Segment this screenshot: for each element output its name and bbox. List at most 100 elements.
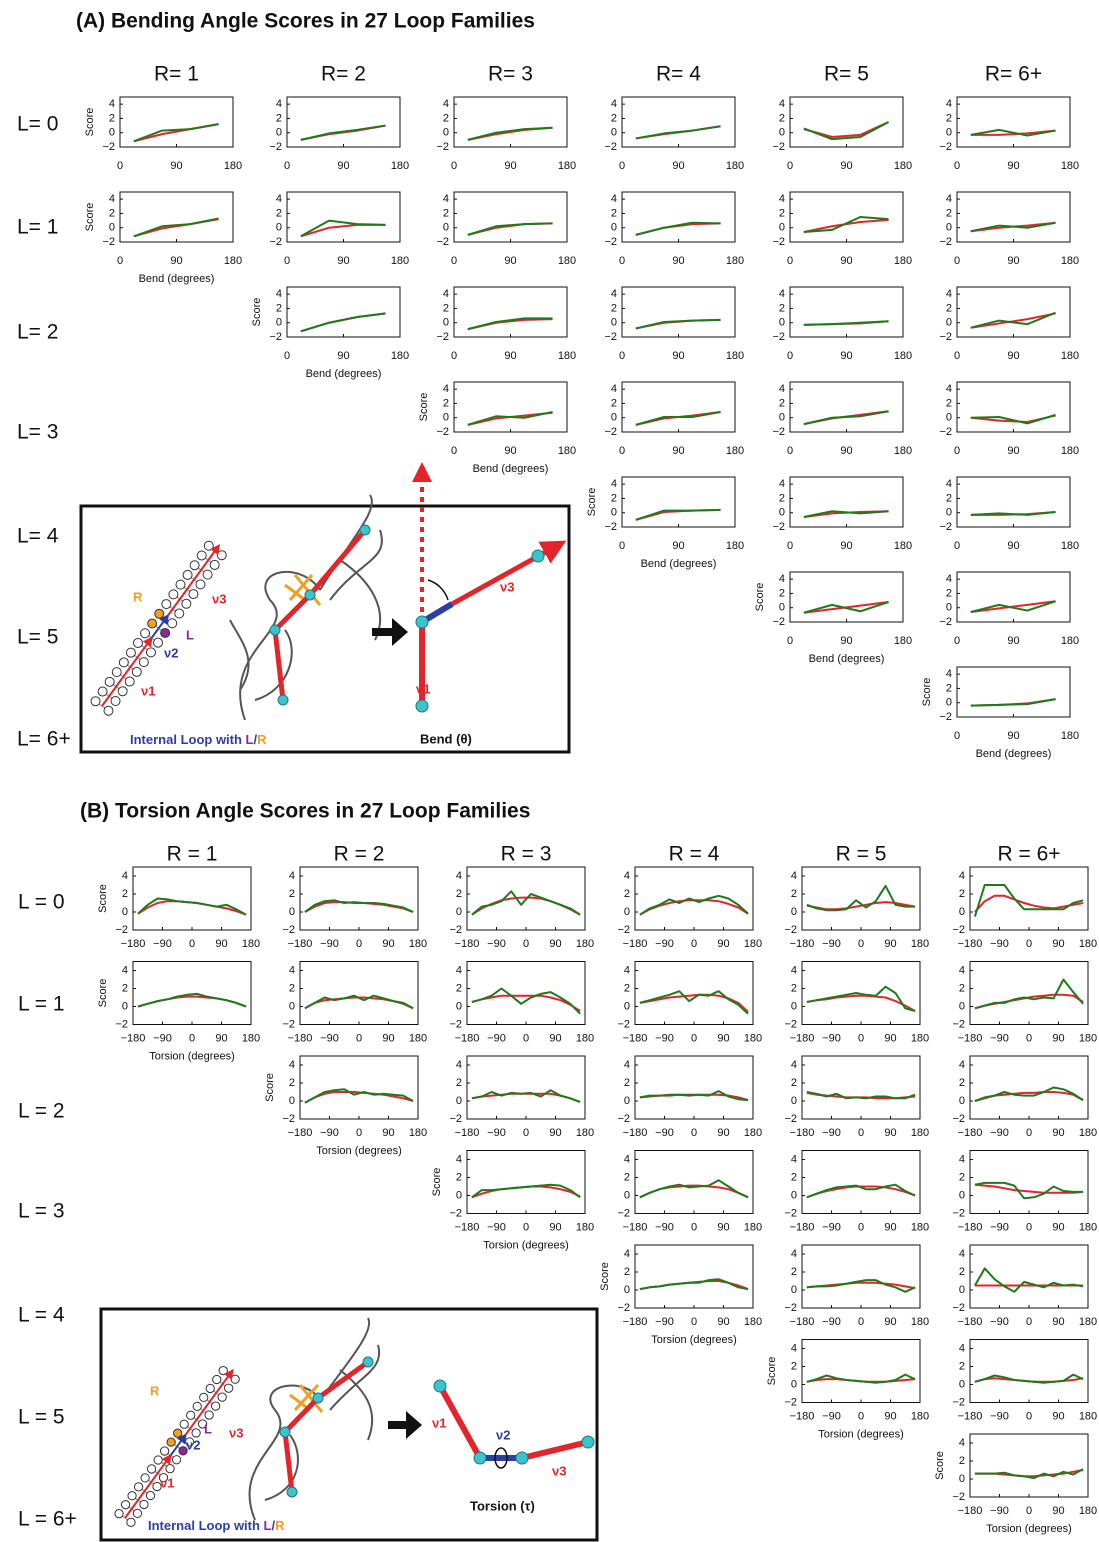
x-tick-label: −90 xyxy=(822,938,841,950)
y-tick-label: 2 xyxy=(946,397,952,409)
y-tick-label: −2 xyxy=(772,616,785,628)
x-tick-label: 0 xyxy=(858,938,864,950)
row-label: L= 2 xyxy=(17,321,58,344)
nucleotide xyxy=(145,1490,156,1501)
column-label: R= 3 xyxy=(488,63,533,86)
secondary-structure xyxy=(90,540,227,716)
nucleotide xyxy=(199,1392,209,1403)
small-chart: −2 0 2 4 −180 −90 0 90 180 xyxy=(282,961,427,1044)
y-tick-label: 4 xyxy=(959,1437,965,1449)
y-tick-label: 2 xyxy=(946,587,952,599)
inset-frame xyxy=(79,504,571,754)
nucleotide xyxy=(230,1374,240,1384)
x-tick-label: 180 xyxy=(894,160,912,172)
series-line xyxy=(806,884,916,912)
y-tick-label: 2 xyxy=(611,112,617,124)
y-tick-label: 0 xyxy=(611,317,617,329)
x-tick-label: 90 xyxy=(717,938,729,950)
small-chart: −2 0 2 4 −180 −90 0 90 180 xyxy=(784,866,929,950)
x-tick-label: 180 xyxy=(1061,730,1079,742)
inset-label: Bend (θ) xyxy=(420,731,472,746)
nucleotide xyxy=(159,1446,170,1456)
series-line xyxy=(471,1183,581,1199)
series-line xyxy=(639,894,749,916)
y-tick-label: 2 xyxy=(122,982,128,994)
nucleotide xyxy=(171,1455,182,1465)
axis-ends xyxy=(415,549,545,713)
x-tick-label: 180 xyxy=(1061,445,1079,457)
x-tick-label: 90 xyxy=(840,635,852,647)
vector-v1 xyxy=(437,1384,483,1460)
nucleotide xyxy=(218,1365,228,1376)
x-tick-label: 180 xyxy=(409,938,427,950)
x-tick-label: 90 xyxy=(337,160,349,172)
series-line xyxy=(635,318,721,330)
y-tick-label: 2 xyxy=(779,207,785,219)
row-label: L = 0 xyxy=(18,891,65,914)
series-line xyxy=(970,128,1056,137)
plot-frame xyxy=(789,96,904,148)
y-tick-label: 0 xyxy=(946,127,952,139)
x-tick-label: 90 xyxy=(840,350,852,362)
y-tick-label: 0 xyxy=(779,127,785,139)
x-tick-label: 0 xyxy=(451,350,457,362)
caption-part: Internal Loop with xyxy=(148,1518,264,1533)
nucleotide xyxy=(147,618,158,629)
plot-frame xyxy=(789,286,904,338)
x-tick-label: 0 xyxy=(523,1127,529,1139)
x-tick-label: 0 xyxy=(1026,1410,1032,1422)
nucleotide xyxy=(188,589,199,600)
plot-frame xyxy=(969,1433,1089,1498)
plot-frame xyxy=(621,286,736,338)
x-tick-label: −90 xyxy=(990,1316,1009,1328)
y-tick-label: 2 xyxy=(611,302,617,314)
y-tick-label: 0 xyxy=(289,906,295,918)
series-line xyxy=(974,1267,1084,1293)
nucleotide xyxy=(182,569,193,580)
x-tick-label: 0 xyxy=(691,1032,697,1044)
x-tick-label: −90 xyxy=(822,1032,841,1044)
x-tick-label: 0 xyxy=(619,255,625,267)
x-tick-label: 0 xyxy=(284,350,290,362)
series-line xyxy=(970,600,1056,613)
y-tick-label: 0 xyxy=(959,1378,965,1390)
x-tick-label: 180 xyxy=(894,255,912,267)
series-line xyxy=(970,311,1056,329)
y-tick-label: 4 xyxy=(289,1059,295,1071)
series-line xyxy=(133,217,219,238)
x-tick-label: 180 xyxy=(1079,1410,1097,1422)
y-tick-label: 4 xyxy=(276,98,282,110)
y-tick-label: 2 xyxy=(624,1077,630,1089)
y-tick-label: −2 xyxy=(449,924,462,936)
series-line xyxy=(635,508,721,521)
x-tick-label: −90 xyxy=(320,1127,339,1139)
nucleotide xyxy=(173,1428,183,1438)
series-line xyxy=(974,1181,1084,1200)
x-tick-label: 180 xyxy=(911,938,929,950)
y-tick-label: 4 xyxy=(779,383,785,395)
y-tick-label: 0 xyxy=(276,222,282,234)
inset-caption: Internal Loop with L/R xyxy=(130,732,267,747)
y-tick-label: 4 xyxy=(946,193,952,205)
x-tick-label: 180 xyxy=(409,1032,427,1044)
y-tick-label: −2 xyxy=(784,1018,797,1030)
row-label: L = 6+ xyxy=(18,1508,77,1531)
angle-arc xyxy=(427,579,449,601)
y-tick-label: 2 xyxy=(443,112,449,124)
y-tick-label: 4 xyxy=(289,964,295,976)
nucleotide xyxy=(138,657,149,668)
nucleotide xyxy=(153,1455,163,1465)
y-axis-label: Score xyxy=(766,1357,778,1386)
x-tick-label: 0 xyxy=(284,255,290,267)
x-tick-label: 90 xyxy=(170,255,182,267)
nucleotide xyxy=(152,1481,162,1492)
y-tick-label: 0 xyxy=(456,1000,462,1012)
series-line xyxy=(974,978,1084,1010)
series-line xyxy=(803,410,889,426)
stem-label: L xyxy=(204,1421,212,1436)
plot-frame xyxy=(789,191,904,243)
nucleotide xyxy=(120,1500,131,1510)
vector-v3 xyxy=(521,1439,589,1461)
